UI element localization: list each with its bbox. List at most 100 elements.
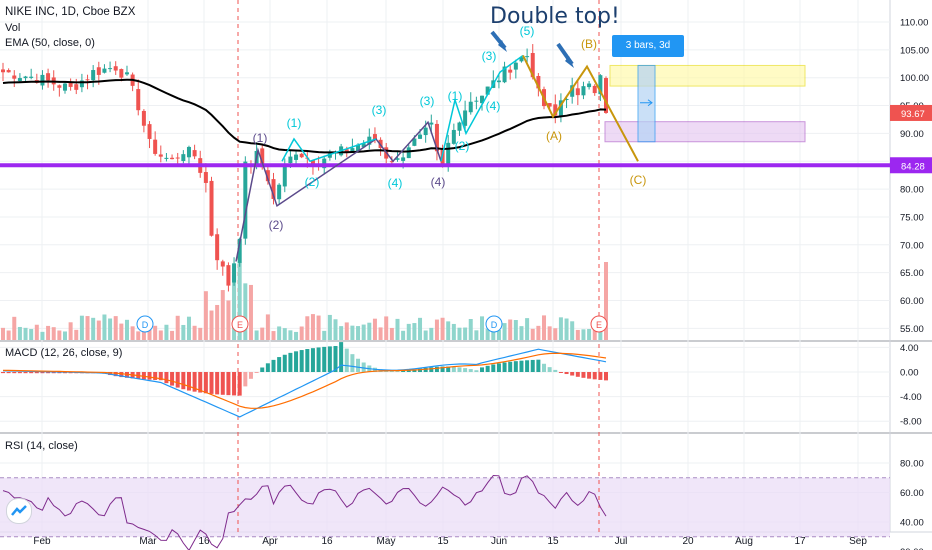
volume-bar	[502, 323, 507, 340]
volume-bar	[209, 310, 214, 340]
macd-histogram-bar	[113, 372, 118, 377]
time-axis-label: 15	[437, 536, 449, 547]
candle-body	[158, 154, 163, 157]
volume-bar	[108, 318, 113, 340]
wave-label: (2)	[305, 175, 320, 189]
volume-bar	[1, 327, 5, 340]
volume-bar	[558, 317, 563, 340]
macd-signal-line	[2, 352, 607, 409]
volume-bar	[575, 329, 580, 340]
event-marker-label: E	[237, 320, 243, 330]
candle-body	[220, 261, 225, 267]
volume-bar	[356, 326, 361, 340]
macd-histogram-bar	[17, 372, 22, 374]
wave-label: (4)	[486, 99, 501, 113]
candle-body	[260, 148, 265, 168]
volume-bar	[305, 316, 310, 340]
candle-body	[344, 149, 349, 153]
macd-histogram-bar	[508, 361, 513, 372]
candle-body	[598, 75, 603, 95]
volume-bar	[333, 319, 338, 340]
volume-bar	[423, 330, 428, 340]
macd-histogram-bar	[299, 350, 304, 372]
volume-bar	[446, 321, 451, 340]
macd-histogram-bar	[305, 349, 310, 372]
macd-tick-label: 0.00	[900, 368, 919, 379]
macd-histogram-bar	[440, 366, 445, 372]
macd-histogram-bar	[192, 372, 197, 392]
price-tick-label: 100.00	[900, 73, 929, 84]
volume-bar	[91, 317, 96, 340]
volume-bar	[17, 326, 22, 340]
candle-body	[457, 122, 462, 131]
candle-body	[423, 127, 428, 136]
candle-body	[74, 84, 79, 90]
date-range-box	[637, 64, 656, 143]
candle-body	[147, 124, 152, 139]
candle-body	[6, 70, 11, 73]
volume-bar	[339, 326, 344, 340]
candle-body	[434, 123, 439, 152]
macd-histogram-bar	[536, 359, 541, 372]
volume-bar	[136, 331, 141, 340]
volume-bar	[282, 328, 287, 340]
volume-bar	[468, 318, 473, 340]
ema-line	[2, 78, 607, 154]
candle-body	[181, 154, 186, 162]
volume-bar	[215, 304, 220, 340]
macd-histogram-bar	[496, 363, 501, 372]
macd-tick-label: -4.00	[900, 392, 922, 403]
macd-histogram-bar	[12, 372, 17, 374]
candle-body	[485, 86, 490, 95]
volume-bar	[496, 329, 501, 340]
candle-body	[587, 83, 592, 88]
macd-histogram-bar	[40, 372, 45, 374]
macd-histogram-bar	[164, 372, 169, 384]
support-price-badge	[890, 157, 932, 174]
macd-histogram-bar	[108, 372, 113, 376]
volume-bar	[384, 316, 389, 340]
wave-label: (2)	[455, 139, 470, 153]
price-tick-label: 105.00	[900, 45, 929, 56]
macd-histogram-bar	[220, 372, 225, 395]
candle-body	[215, 234, 220, 261]
macd-histogram-bar	[542, 363, 547, 372]
volume-bar	[271, 331, 276, 340]
macd-histogram-bar	[209, 372, 214, 394]
volume-bar	[85, 316, 90, 340]
macd-histogram-bar	[141, 372, 146, 380]
wave-label: (B)	[581, 37, 597, 51]
volume-bar	[96, 320, 101, 340]
target-zone-upper	[609, 64, 806, 87]
ema-label: EMA (50, close, 0)	[5, 37, 95, 49]
candle-body	[536, 75, 541, 89]
volume-label: Vol	[5, 22, 21, 34]
macd-histogram-bar	[401, 370, 406, 372]
candle-body	[282, 163, 287, 187]
candle-body	[575, 88, 580, 96]
rsi-tick-label: 60.00	[900, 488, 924, 499]
macd-histogram-bar	[547, 367, 552, 372]
candle-body	[451, 129, 456, 144]
volume-bar	[564, 318, 569, 340]
volume-bar	[68, 322, 73, 340]
price-tick-label: 65.00	[900, 268, 924, 279]
support-price-label: 84.28	[901, 161, 925, 172]
candle-body	[102, 68, 107, 73]
double-top-arrow-head	[498, 40, 507, 52]
volume-bar	[170, 330, 175, 340]
candle-body	[277, 184, 282, 200]
volume-bar	[406, 323, 411, 340]
volume-bar	[34, 324, 39, 340]
volume-bar	[153, 325, 158, 340]
macd-histogram-bar	[57, 372, 62, 374]
candle-body	[12, 75, 17, 79]
volume-bar	[243, 283, 248, 340]
event-marker-circle	[231, 315, 249, 333]
macd-histogram-bar	[51, 372, 56, 374]
macd-histogram-bar	[1, 372, 5, 374]
volume-bar	[12, 316, 17, 340]
volume-bar	[457, 327, 462, 340]
volume-bar	[316, 315, 321, 340]
